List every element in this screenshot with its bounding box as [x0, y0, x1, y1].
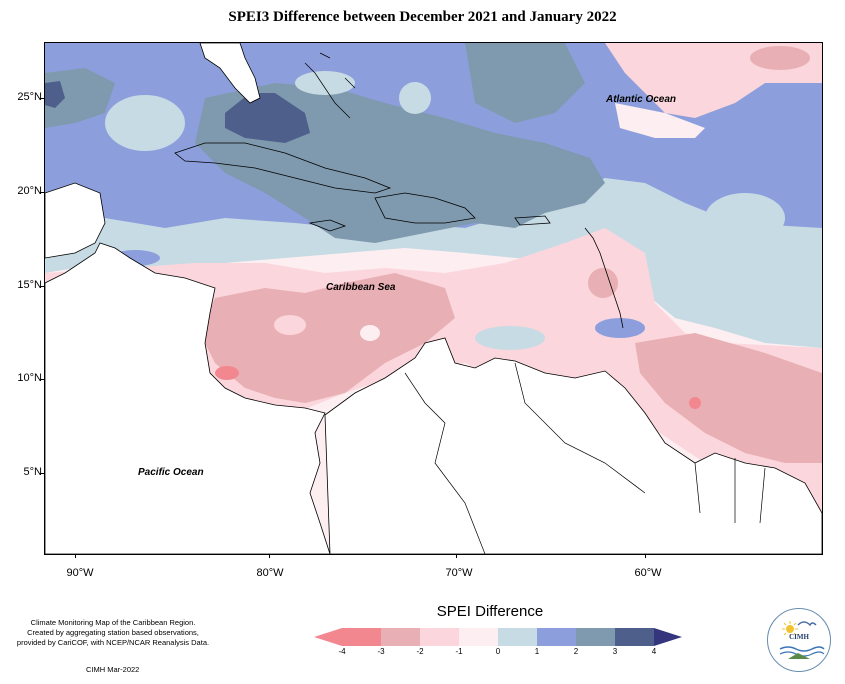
map-title: SPEI3 Difference between December 2021 a…	[228, 9, 617, 25]
lon-tick-60	[645, 554, 646, 558]
credit-line-1: Climate Monitoring Map of the Caribbean …	[30, 618, 196, 627]
yucatan-land	[45, 182, 106, 259]
lb-blob-2	[295, 71, 355, 95]
lat-label-20: 20°N	[17, 185, 42, 197]
bahamas	[304, 52, 356, 119]
sun-icon	[779, 621, 825, 659]
legend-tick: -4	[338, 647, 346, 656]
spei-map	[45, 43, 822, 554]
pacific-ocean-label: Pacific Ocean	[138, 467, 204, 478]
lat-tick-5	[40, 473, 44, 474]
caribbean-dark-pink	[200, 273, 455, 403]
lat-label-5: 5°N	[23, 466, 42, 478]
jamaica-outline	[308, 219, 347, 232]
puerto-rico-outline	[514, 215, 551, 226]
legend-tick: 0	[495, 647, 501, 656]
lat-tick-15	[40, 286, 44, 287]
light-blue-band	[45, 178, 822, 348]
hispaniola-outline	[374, 192, 476, 224]
florida-land	[199, 43, 261, 104]
lesser-antilles	[584, 227, 624, 329]
legend-tick: 1	[534, 647, 540, 656]
dark-core-west	[45, 81, 65, 108]
red-spot-east	[689, 397, 701, 409]
central-america-land	[45, 242, 331, 554]
credit-line-3: provided by CariCOF, with NCEP/NCAR Rean…	[16, 638, 210, 647]
legend-swatch-2	[381, 628, 420, 646]
dark-core	[225, 93, 310, 143]
legend-tick: 3	[612, 647, 618, 656]
coast-blue-1	[595, 318, 645, 338]
pink-hole-1	[274, 315, 306, 335]
lon-label-70: 70°W	[445, 567, 473, 579]
red-spot-west	[215, 366, 239, 380]
cuba-outline	[174, 142, 392, 194]
se-pink-core	[635, 333, 822, 463]
lon-label-90: 90°W	[66, 567, 94, 579]
legend-tick: 2	[573, 647, 579, 656]
legend-title: SPEI Difference	[436, 603, 544, 620]
south-america-land	[324, 337, 822, 554]
legend-swatch-6	[537, 628, 576, 646]
lat-label-25: 25°N	[17, 91, 42, 103]
caribbean-sea-label: Caribbean Sea	[326, 282, 396, 293]
legend-tick: -2	[416, 647, 424, 656]
map-area	[44, 42, 823, 555]
legend-swatch-7	[576, 628, 615, 646]
ne-pink-3	[615, 103, 705, 138]
ne-pink-2	[750, 46, 810, 70]
legend-swatch-8	[615, 628, 654, 646]
colombia-venezuela-border	[404, 362, 646, 554]
lon-label-80: 80°W	[256, 567, 284, 579]
lb-blob-4	[705, 193, 785, 243]
lb-blob-1	[105, 95, 185, 151]
gray-blue-east	[465, 43, 585, 123]
lat-tick-25	[40, 98, 44, 99]
legend-swatch-1	[342, 628, 381, 646]
legend-swatch-3	[420, 628, 459, 646]
credit-line-2: Created by aggregating station based obs…	[27, 628, 199, 637]
lat-label-10: 10°N	[17, 372, 42, 384]
legend-swatch-5	[498, 628, 537, 646]
lat-label-15: 15°N	[17, 279, 42, 291]
lon-tick-80	[269, 554, 270, 558]
cimh-logo: CIMH	[767, 608, 831, 672]
legend-tick: 4	[651, 647, 657, 656]
legend-tick: -3	[377, 647, 385, 656]
lon-label-60: 60°W	[634, 567, 662, 579]
legend-colorbar	[314, 628, 682, 646]
lon-tick-90	[75, 554, 76, 558]
lat-tick-10	[40, 379, 44, 380]
atlantic-ocean-label: Atlantic Ocean	[606, 94, 677, 105]
pink-blob-east	[588, 268, 618, 298]
credits: Climate Monitoring Map of the Caribbean …	[8, 618, 218, 648]
lon-tick-70	[456, 554, 457, 558]
guiana-borders	[694, 458, 766, 524]
legend-arrow-low	[314, 628, 342, 646]
logo-text: CIMH	[789, 633, 809, 641]
coast-lb-1	[475, 326, 545, 350]
lb-blob-3	[399, 82, 431, 114]
legend-tick: -1	[455, 647, 463, 656]
lat-tick-20	[40, 192, 44, 193]
credit-date: CIMH Mar-2022	[86, 665, 140, 674]
gray-blue-west	[45, 68, 115, 128]
legend-arrow-high	[654, 628, 682, 646]
pink-hole-2	[360, 325, 380, 341]
legend-swatch-4	[459, 628, 498, 646]
